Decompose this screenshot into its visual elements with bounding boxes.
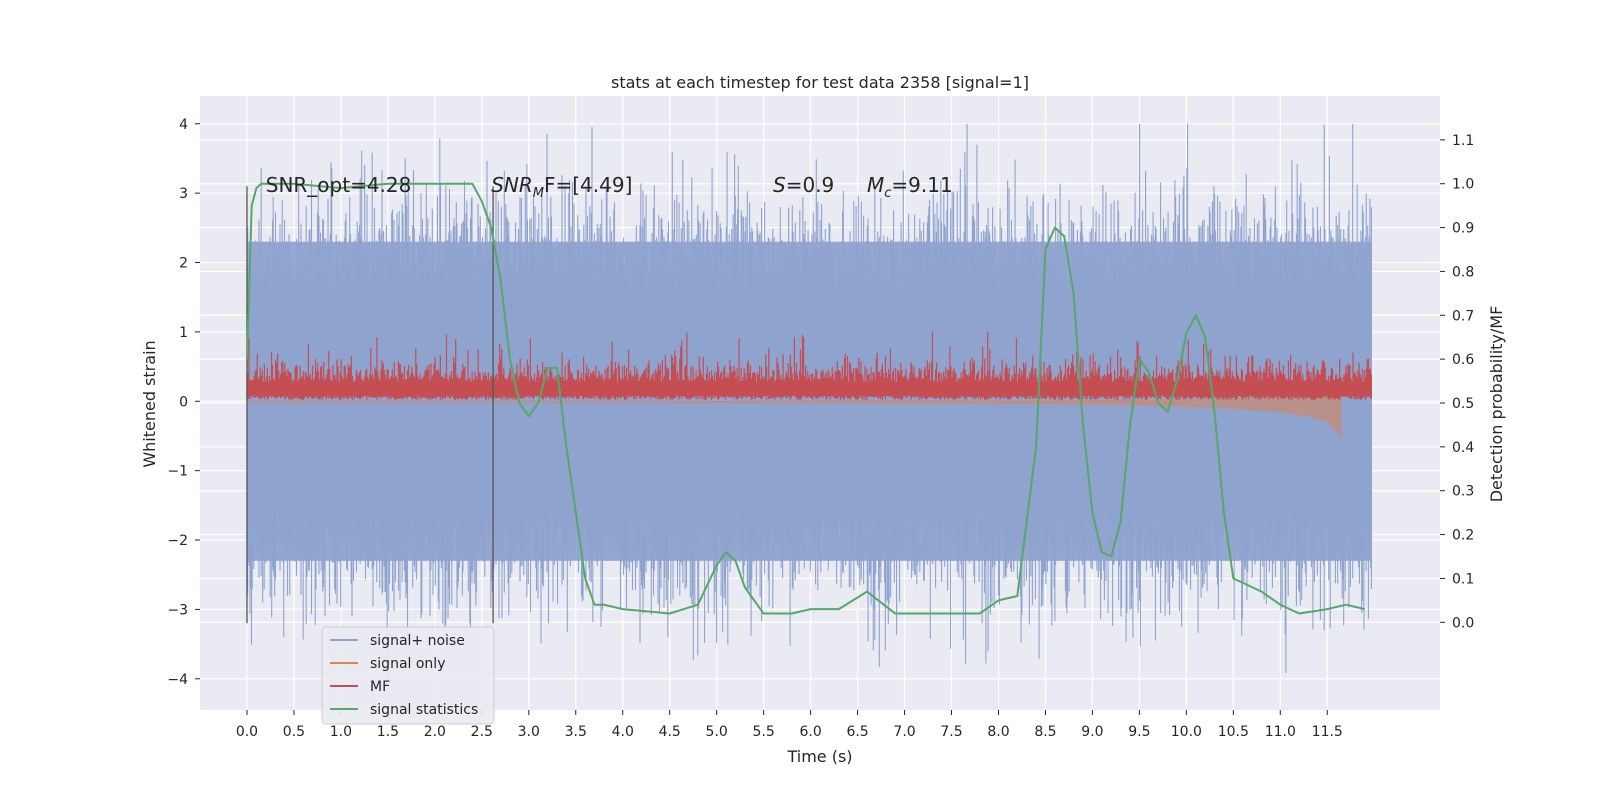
y2-tick-label: 0.3 [1452,484,1474,500]
x-tick-label: 3.0 [518,724,540,740]
legend-label-mf: MF [370,679,390,695]
x-tick-label: 4.5 [659,724,681,740]
y-tick-label: 0 [179,394,188,410]
y-tick-label: −3 [167,602,188,618]
x-tick-label: 8.0 [987,724,1009,740]
legend-label-signal-only: signal only [370,656,445,672]
x-tick-label: 5.0 [706,724,728,740]
y-tick-label: 4 [179,117,188,133]
legend: signal+ noise signal only MF signal stat… [321,626,495,725]
y-tick-label: −1 [167,464,188,480]
x-tick-label: 6.0 [799,724,821,740]
y2-tick-label: 0.0 [1452,615,1474,631]
y-axis-left: −4 −3 −2 −1 0 1 2 3 4 [167,117,200,688]
legend-label-signal-statistics: signal statistics [370,702,478,718]
x-tick-label: 7.5 [940,724,962,740]
x-tick-label: 10.5 [1218,724,1249,740]
y-tick-label: 2 [179,256,188,272]
y2-tick-label: 0.7 [1452,308,1474,324]
y2-tick-label: 1.0 [1452,177,1474,193]
y-axis-label: Whitened strain [140,340,159,467]
annotation-s-value: S=0.9 [773,173,834,197]
y-tick-label: 1 [179,325,188,341]
y2-tick-label: 0.6 [1452,352,1474,368]
x-tick-label: 0.5 [283,724,305,740]
y2-tick-label: 0.9 [1452,221,1474,237]
y2-tick-label: 0.1 [1452,571,1474,587]
y2-tick-label: 1.1 [1452,133,1474,149]
x-tick-label: 1.5 [377,724,399,740]
x-tick-label: 11.5 [1312,724,1343,740]
y2-tick-label: 0.2 [1452,528,1474,544]
annotation-snr-opt: SNR_opt=4.28 [266,173,412,197]
y2-tick-label: 0.4 [1452,440,1474,456]
y-tick-label: −4 [167,672,188,688]
y-tick-label: 3 [179,186,188,202]
annotations: SNR_opt=4.28 SNRMF=[4.49] S=0.9 Mc=9.11 [266,173,953,201]
x-tick-label: 10.0 [1171,724,1202,740]
x-tick-label: 9.5 [1128,724,1150,740]
y2-axis-label: Detection probability/MF [1487,306,1506,503]
x-tick-label: 1.0 [330,724,352,740]
y2-tick-label: 0.5 [1452,396,1474,412]
x-tick-label: 4.0 [612,724,634,740]
x-tick-label: 7.0 [893,724,915,740]
x-tick-label: 8.5 [1034,724,1056,740]
y2-tick-label: 0.8 [1452,264,1474,280]
signal-statistics-line [246,182,1366,615]
x-tick-label: 3.5 [565,724,587,740]
series-signal-only [247,387,1342,442]
vertical-markers [246,186,494,624]
legend-label-signal-noise: signal+ noise [370,633,465,649]
legend-box [321,626,495,725]
y-tick-label: −2 [167,533,188,549]
series-signal-statistics [246,182,1366,615]
annotation-snr-mf: SNRMF=[4.49] [491,173,632,201]
x-tick-label: 9.0 [1081,724,1103,740]
x-tick-label: 11.0 [1265,724,1296,740]
x-axis: 0.0 0.5 1.0 1.5 2.0 2.5 3.0 3.5 4.0 4.5 5.0 5.5 6.0 6… [236,710,1343,740]
x-axis-label: Time (s) [786,747,852,766]
x-tick-label: 5.5 [753,724,775,740]
x-tick-label: 0.0 [236,724,258,740]
y-axis-right: 0.0 0.1 0.2 0.3 0.4 0.5 0.6 0.7 0.8 0.9 1.0 1.1 [1440,133,1474,631]
x-tick-label: 2.0 [424,724,446,740]
annotation-mc-value: Mc=9.11 [867,173,953,201]
signal-only-envelope [247,387,1342,442]
chart-title: stats at each timestep for test data 235… [611,73,1029,92]
x-tick-label: 2.5 [471,724,493,740]
x-tick-label: 6.5 [846,724,868,740]
